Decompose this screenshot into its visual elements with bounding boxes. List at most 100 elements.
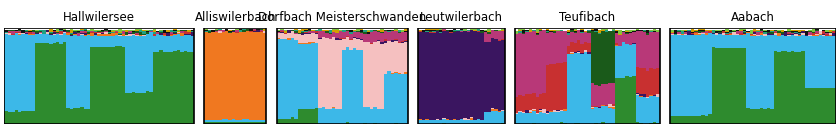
- Text: Alliswilerbach: Alliswilerbach: [195, 11, 276, 24]
- Bar: [615, 33, 618, 43]
- Bar: [18, 32, 22, 33]
- Bar: [690, 32, 695, 33]
- Bar: [739, 30, 743, 31]
- Bar: [307, 42, 312, 44]
- Bar: [432, 31, 435, 32]
- Bar: [235, 32, 239, 33]
- Bar: [176, 33, 181, 34]
- Bar: [8, 31, 11, 32]
- Bar: [384, 41, 387, 43]
- Bar: [722, 48, 726, 124]
- Bar: [150, 92, 153, 124]
- Bar: [335, 30, 339, 33]
- Bar: [539, 109, 543, 110]
- Bar: [749, 34, 753, 35]
- Bar: [646, 97, 649, 98]
- Bar: [639, 94, 643, 96]
- Bar: [114, 46, 118, 124]
- Bar: [304, 43, 307, 44]
- Bar: [425, 119, 428, 120]
- Bar: [570, 43, 574, 52]
- Bar: [428, 30, 432, 31]
- Bar: [722, 31, 726, 33]
- Bar: [204, 30, 207, 31]
- Bar: [60, 44, 63, 124]
- Bar: [125, 36, 129, 93]
- Bar: [218, 120, 222, 122]
- Bar: [170, 34, 173, 35]
- Bar: [374, 107, 377, 123]
- Bar: [818, 34, 822, 35]
- Bar: [218, 29, 222, 30]
- Bar: [246, 119, 249, 122]
- Bar: [533, 30, 536, 31]
- Bar: [360, 32, 363, 34]
- Bar: [746, 32, 749, 33]
- Bar: [135, 29, 139, 30]
- Bar: [515, 113, 518, 114]
- Bar: [163, 52, 166, 124]
- Bar: [612, 31, 615, 83]
- Bar: [625, 34, 629, 44]
- Bar: [829, 33, 832, 35]
- Bar: [384, 74, 387, 124]
- Bar: [670, 34, 674, 35]
- Bar: [636, 67, 639, 93]
- Bar: [715, 33, 718, 34]
- Bar: [546, 113, 549, 114]
- Bar: [791, 33, 795, 34]
- Bar: [684, 35, 687, 116]
- Bar: [29, 111, 32, 124]
- Bar: [318, 108, 322, 124]
- Bar: [22, 111, 25, 124]
- Bar: [381, 44, 384, 109]
- Bar: [160, 50, 163, 124]
- Bar: [466, 120, 470, 124]
- Bar: [73, 30, 76, 31]
- Bar: [618, 78, 622, 124]
- Bar: [53, 31, 56, 32]
- Bar: [726, 31, 729, 32]
- Bar: [135, 36, 139, 93]
- Bar: [577, 40, 580, 51]
- Bar: [325, 109, 328, 124]
- Bar: [125, 93, 129, 124]
- Bar: [312, 42, 315, 43]
- Bar: [808, 30, 811, 31]
- Bar: [649, 96, 653, 123]
- Bar: [767, 108, 770, 124]
- Bar: [546, 114, 549, 124]
- Bar: [370, 32, 374, 43]
- Bar: [166, 30, 170, 32]
- Bar: [594, 32, 598, 85]
- Bar: [743, 32, 746, 33]
- Bar: [764, 36, 767, 109]
- Bar: [829, 88, 832, 124]
- Bar: [474, 30, 477, 120]
- Bar: [767, 30, 770, 32]
- Bar: [832, 88, 836, 124]
- Bar: [381, 33, 384, 42]
- Bar: [718, 34, 722, 48]
- Bar: [60, 29, 63, 30]
- Bar: [612, 30, 615, 31]
- Bar: [612, 107, 615, 109]
- Bar: [166, 32, 170, 33]
- Bar: [743, 35, 746, 48]
- Bar: [339, 39, 343, 40]
- Bar: [381, 32, 384, 33]
- Bar: [829, 36, 832, 88]
- Bar: [777, 36, 780, 52]
- Text: Hallwilersee: Hallwilersee: [63, 11, 135, 24]
- Bar: [335, 33, 339, 38]
- Bar: [801, 33, 805, 35]
- Bar: [339, 40, 343, 109]
- Bar: [83, 33, 87, 35]
- Bar: [466, 29, 470, 30]
- Bar: [801, 30, 805, 31]
- Bar: [774, 33, 777, 35]
- Bar: [580, 53, 584, 54]
- Bar: [304, 33, 307, 34]
- Bar: [405, 29, 408, 31]
- Bar: [422, 32, 425, 120]
